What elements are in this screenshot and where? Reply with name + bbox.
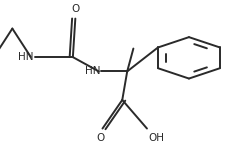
Text: HN: HN (18, 52, 33, 62)
Text: HN: HN (84, 66, 100, 76)
Text: OH: OH (148, 133, 164, 143)
Text: O: O (71, 4, 80, 14)
Text: O: O (96, 133, 104, 143)
